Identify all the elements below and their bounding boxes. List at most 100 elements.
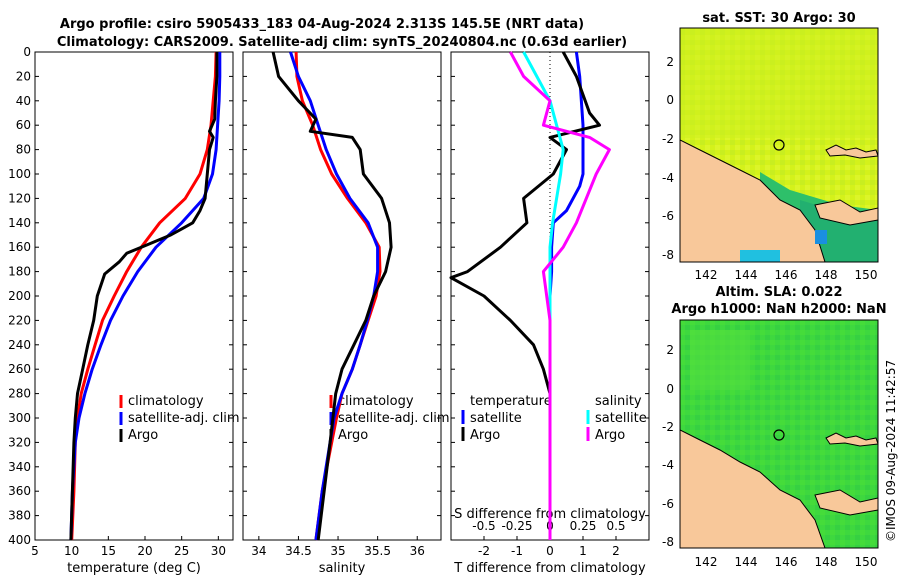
sst-map-panel: sat. SST: 30 Argo: 30 2 0 -2 -4 -6 -8 14…: [662, 11, 879, 282]
argo-location-marker: [773, 139, 785, 151]
figure-title-line1: Argo profile: csiro 5905433_183 04-Aug-2…: [60, 17, 584, 32]
difference-legend: temperature satellite Argo salinity sate…: [461, 394, 647, 443]
difference-xlabel: T difference from climatology: [453, 561, 646, 576]
figure-title-line2: Climatology: CARS2009. Satellite-adj cli…: [57, 35, 627, 50]
sla-ytick: -8: [662, 535, 674, 549]
salinity-series-climatology: [294, 51, 382, 541]
sst-xtick: 146: [775, 268, 798, 282]
sst-ytick: 2: [666, 55, 674, 69]
legend-satellite-label: satellite-adj. clim: [338, 411, 450, 426]
sla-map-frame: [679, 319, 879, 549]
depth-ytick-label: 340: [8, 460, 31, 474]
sst-ytick: -6: [662, 209, 674, 223]
sla-map-xticks: 142 144 146 148 150: [695, 555, 878, 569]
sst-ytick: -2: [662, 132, 674, 146]
sla-ytick: 2: [666, 343, 674, 357]
sla-map-yticks: 2 0 -2 -4 -6 -8: [662, 343, 674, 549]
depth-ytick-label: 0: [23, 45, 31, 59]
temperature-xlabel: temperature (deg C): [67, 561, 201, 576]
differences-series-salinity-argo: [509, 51, 611, 540]
sla-ytick: -6: [662, 497, 674, 511]
temperature-xtick-label: 15: [101, 544, 116, 558]
sla-map-image: [680, 320, 878, 548]
sla-map-title-line2: Argo h1000: NaN h2000: NaN: [671, 302, 886, 317]
depth-ytick-label: 180: [8, 265, 31, 279]
sst-ytick: 0: [666, 93, 674, 107]
sla-xtick: 146: [775, 555, 798, 569]
sla-xtick: 150: [855, 555, 878, 569]
temperature-series-satellite-adj-clim: [69, 52, 222, 541]
depth-ytick-label: 280: [8, 387, 31, 401]
temperature-xtick-label: 10: [64, 544, 79, 558]
sst-map-yticks: 2 0 -2 -4 -6 -8: [662, 55, 674, 262]
salinity-diff-xtick-label: -0.25: [501, 519, 532, 533]
legend-climatology-label: climatology: [338, 394, 414, 409]
depth-ytick-label: 300: [8, 411, 31, 425]
depth-ytick-label: 140: [8, 216, 31, 230]
sla-xtick: 148: [815, 555, 838, 569]
sla-xtick: 142: [695, 555, 718, 569]
argo-location-marker: [773, 429, 785, 441]
depth-ytick-label: 320: [8, 435, 31, 449]
legend-satellite-label: satellite-adj. clim: [128, 411, 240, 426]
temperature-legend: climatology satellite-adj. clim Argo: [119, 394, 240, 443]
salinity-axes-frame: [242, 51, 442, 541]
temperature-series-argo: [69, 52, 219, 541]
depth-ytick-label: 100: [8, 167, 31, 181]
differences-series-temperature-satellite: [548, 51, 585, 540]
sst-map-image: [680, 28, 878, 262]
legend-sal-argo-label: Argo: [595, 428, 625, 443]
depth-ytick-label: 400: [8, 533, 31, 547]
salinity-xtick-label: 34.5: [285, 544, 312, 558]
differences-xtick-label: -1: [511, 544, 523, 558]
differences-xtick-label: 0: [546, 544, 554, 558]
legend-salinity-heading: salinity: [595, 394, 642, 409]
sst-map-title: sat. SST: 30 Argo: 30: [702, 11, 855, 26]
depth-ytick-label: 40: [16, 94, 31, 108]
salinity-diff-xtick-label: 0.25: [570, 519, 597, 533]
salinity-diff-xtick-label: -0.5: [472, 519, 495, 533]
sst-xtick: 142: [695, 268, 718, 282]
sst-map-xticks: 142 144 146 148 150: [695, 268, 878, 282]
sla-ytick: -2: [662, 420, 674, 434]
sla-ytick: -4: [662, 458, 674, 472]
differences-xtick-label: 2: [612, 544, 620, 558]
salinity-xlabel: salinity: [319, 561, 366, 576]
salinity-series-argo: [271, 51, 393, 541]
temperature-xtick-label: 5: [31, 544, 39, 558]
temperature-xtick-label: 20: [137, 544, 152, 558]
depth-ytick-label: 260: [8, 362, 31, 376]
depth-ytick-label: 20: [16, 69, 31, 83]
salinity-diff-xtick-label: 0.5: [606, 519, 625, 533]
sst-xtick: 150: [855, 268, 878, 282]
legend-temperature-heading: temperature: [470, 394, 552, 409]
salinity-xtick-label: 35: [330, 544, 345, 558]
sst-map-frame: [679, 27, 879, 263]
salinity-panel: [242, 51, 442, 541]
legend-temp-satellite-label: satellite: [470, 411, 522, 426]
temperature-xtick-label: 25: [174, 544, 189, 558]
depth-ytick-label: 240: [8, 338, 31, 352]
depth-ytick-label: 220: [8, 313, 31, 327]
depth-ytick-label: 200: [8, 289, 31, 303]
temperature-series-climatology: [70, 51, 218, 541]
sst-xtick: 148: [815, 268, 838, 282]
sla-map-panel: Altim. SLA: 0.022 Argo h1000: NaN h2000:…: [662, 285, 887, 569]
legend-climatology-label: climatology: [128, 394, 204, 409]
differences-xtick-label: -2: [478, 544, 490, 558]
differences-series-temperature-argo: [449, 51, 601, 540]
sst-xtick: 144: [735, 268, 758, 282]
salinity-xtick-label: 36: [410, 544, 425, 558]
salinity-xtick-label: 34: [251, 544, 266, 558]
legend-sal-satellite-label: satellite: [595, 411, 647, 426]
salinity-xtick-label: 35.5: [364, 544, 391, 558]
sla-xtick: 144: [735, 555, 758, 569]
depth-ytick-label: 80: [16, 143, 31, 157]
depth-ytick-label: 360: [8, 484, 31, 498]
legend-argo-label: Argo: [128, 428, 158, 443]
legend-temp-argo-label: Argo: [470, 428, 500, 443]
temperature-xtick-label: 30: [211, 544, 226, 558]
temperature-axes-frame: [34, 51, 234, 541]
imos-credit: ©IMOS 09-Aug-2024 11:42:57: [884, 360, 898, 542]
